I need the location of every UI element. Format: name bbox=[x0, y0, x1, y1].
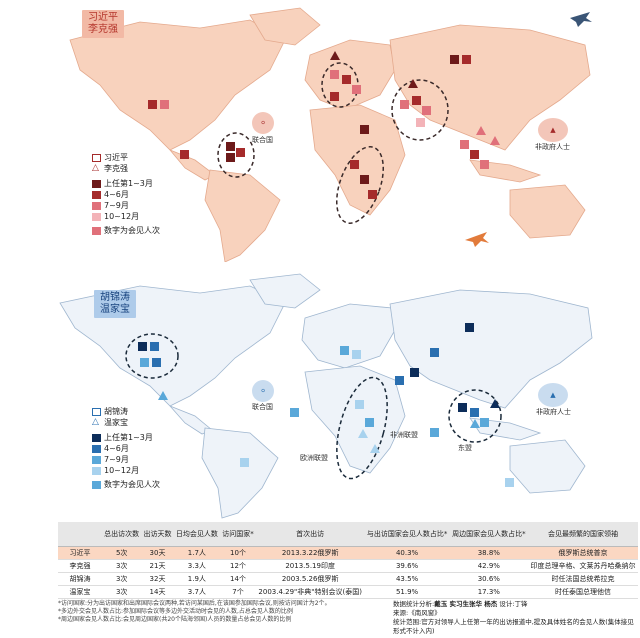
credit-design: 设计:丁锋 bbox=[499, 600, 528, 608]
credits: 数据统计分析:戴玉 实习生张华 杨杰 设计:丁锋 来源:《南风窗》 统计范围:官… bbox=[393, 600, 638, 636]
table-header: 首次出访 bbox=[255, 522, 365, 547]
table-row: 习近平 5次 30天 1.7人 10个 2013.3.22俄罗斯 40.3% 3… bbox=[58, 546, 638, 560]
africa-union-label: 非洲联盟 bbox=[390, 431, 418, 439]
table-cell: 38.8% bbox=[449, 546, 528, 560]
table-cell: 3次 bbox=[102, 585, 142, 599]
table-row: 温家宝 3次 14天 3.7人 7个 2003.4.29"非典"特别会议(泰国)… bbox=[58, 585, 638, 599]
airplane-icon bbox=[465, 232, 489, 247]
table-cell: 32天 bbox=[141, 572, 174, 586]
credit-label: 数据统计分析: bbox=[393, 600, 435, 608]
table-cell: 14天 bbox=[141, 585, 174, 599]
table-cell: 2013.5.19印度 bbox=[255, 559, 365, 573]
footnote: *多边外交会见人数占比:参加国际会议等多边外交活动时会见的人数,占总会见人数的比… bbox=[58, 608, 293, 615]
un-label: 联合国 bbox=[252, 136, 273, 144]
leaders-tag-current: 习近平 李克强 bbox=[82, 10, 124, 38]
credit-source: 来源:《南风窗》 bbox=[393, 609, 441, 617]
table-cell: 1.9人 bbox=[173, 572, 221, 586]
table-cell: 30.6% bbox=[449, 572, 528, 586]
world-map-blue bbox=[0, 268, 640, 520]
table-header bbox=[58, 522, 102, 547]
table-cell: 7个 bbox=[220, 585, 256, 599]
table-header: 会见最频繁的国家领袖 bbox=[527, 522, 638, 547]
table-header: 日均会见人数 bbox=[173, 522, 221, 547]
table-header: 出访天数 bbox=[141, 522, 174, 547]
table-cell: 5次 bbox=[102, 546, 142, 560]
table-cell: 43.5% bbox=[364, 572, 450, 586]
table-header: 访问国家* bbox=[220, 522, 256, 547]
leaders-tag-previous: 胡锦涛 温家宝 bbox=[94, 290, 136, 318]
credit-names: 戴玉 实习生张华 杨杰 bbox=[434, 600, 498, 608]
table-cell: 胡锦涛 bbox=[58, 572, 102, 586]
table-cell: 42.9% bbox=[449, 559, 528, 573]
table-cell: 印度总理辛格、文莱苏丹哈桑纳尔 bbox=[527, 559, 638, 573]
asean-label: 东盟 bbox=[458, 444, 472, 452]
table-cell: 2003.4.29"非典"特别会议(泰国) bbox=[255, 585, 365, 599]
footnotes: *访问国家:分为出访国家和出席国际会议两种,若访问某国后,在该国参加国际会议,则… bbox=[58, 600, 378, 624]
table-row: 李克强 3次 21天 3.3人 12个 2013.5.19印度 39.6% 42… bbox=[58, 559, 638, 573]
table-cell: 3次 bbox=[102, 572, 142, 586]
eu-label: 欧洲联盟 bbox=[300, 454, 328, 462]
table-cell: 30天 bbox=[141, 546, 174, 560]
legend-blue: 胡锦涛 △ 温家宝 上任第1~3月 4~6月 7~9月 10~12月 数字为会见人… bbox=[92, 407, 160, 489]
table-cell: 3次 bbox=[102, 559, 142, 573]
hu-wen-visit-map: 胡锦涛 温家宝 ⚪ 联合国 ▲ 非政府人士 欧洲联盟 非洲联盟 东盟 胡锦涛 △… bbox=[0, 268, 640, 520]
table-cell: 14个 bbox=[220, 572, 256, 586]
nonstate-label-blue: 非政府人士 bbox=[536, 408, 571, 416]
table-cell: 10个 bbox=[220, 546, 256, 560]
credit-scope: 统计范围:官方对领导人上任第一年的出访报道中,提及具体姓名的会见人数(集体接见形… bbox=[393, 618, 634, 635]
table-cell: 1.7人 bbox=[173, 546, 221, 560]
table-cell: 21天 bbox=[141, 559, 174, 573]
table-cell: 李克强 bbox=[58, 559, 102, 573]
footnote: *周边国家会见人数占比:会见周边国家(共20个陆海邻国)人员的数量占总会见人数的… bbox=[58, 616, 292, 623]
comparison-table: 总出访次数 出访天数 日均会见人数 访问国家* 首次出访 与出访国家会见人数占比… bbox=[58, 522, 638, 599]
world-map-red bbox=[0, 0, 640, 262]
table-cell: 时任法国总统希拉克 bbox=[527, 572, 638, 586]
un-marker-blue: ⚪ bbox=[252, 380, 274, 402]
nonstate-marker-blue: ▲ bbox=[538, 383, 568, 407]
table-cell: 俄罗斯总统普京 bbox=[527, 546, 638, 560]
table-cell: 39.6% bbox=[364, 559, 450, 573]
nonstate-marker: ▲ bbox=[538, 118, 568, 142]
table-cell: 温家宝 bbox=[58, 585, 102, 599]
table-cell: 时任泰国总理他信 bbox=[527, 585, 638, 599]
table-cell: 3.3人 bbox=[173, 559, 221, 573]
table-cell: 2003.5.26俄罗斯 bbox=[255, 572, 365, 586]
table-header: 与出访国家会见人数占比* bbox=[364, 522, 450, 547]
table-cell: 51.9% bbox=[364, 585, 450, 599]
xi-li-visit-map: 习近平 李克强 ⚪ 联合国 ▲ 非政府人士 习近平 △ 李克强 上任第1~3月 4… bbox=[0, 0, 640, 262]
un-marker: ⚪ bbox=[252, 112, 274, 134]
table-header-row: 总出访次数 出访天数 日均会见人数 访问国家* 首次出访 与出访国家会见人数占比… bbox=[58, 522, 638, 547]
table-cell: 17.3% bbox=[449, 585, 528, 599]
nonstate-label: 非政府人士 bbox=[535, 143, 570, 151]
table-cell: 12个 bbox=[220, 559, 256, 573]
footnote: *访问国家:分为出访国家和出席国际会议两种,若访问某国后,在该国参加国际会议,则… bbox=[58, 600, 331, 607]
table-cell: 40.3% bbox=[364, 546, 450, 560]
table-header: 周边国家会见人数占比* bbox=[449, 522, 528, 547]
table-cell: 习近平 bbox=[58, 546, 102, 560]
un-label-blue: 联合国 bbox=[252, 403, 273, 411]
table-header: 总出访次数 bbox=[102, 522, 142, 547]
legend-red: 习近平 △ 李克强 上任第1~3月 4~6月 7~9月 10~12月 数字为会见人… bbox=[92, 153, 160, 235]
airplane-icon bbox=[570, 12, 592, 27]
visit-markers-red bbox=[148, 51, 500, 199]
table-row: 胡锦涛 3次 32天 1.9人 14个 2003.5.26俄罗斯 43.5% 3… bbox=[58, 572, 638, 586]
table-cell: 3.7人 bbox=[173, 585, 221, 599]
visit-markers-blue bbox=[138, 323, 514, 487]
table-cell: 2013.3.22俄罗斯 bbox=[255, 546, 365, 560]
